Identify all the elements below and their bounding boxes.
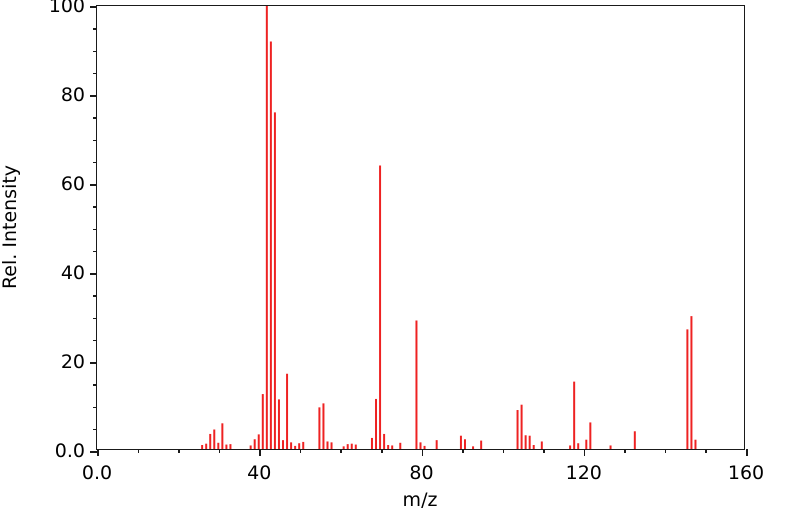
x-tick-major (746, 449, 748, 456)
y-tick-minor (93, 72, 97, 75)
x-tick-minor (340, 449, 342, 453)
y-tick-major (90, 362, 97, 364)
y-tick-minor (93, 117, 97, 119)
y-tick-major (90, 451, 97, 453)
x-tick-label: 0.0 (81, 462, 113, 484)
x-tick-minor (543, 449, 545, 453)
y-tick-minor (93, 339, 97, 342)
x-tick-minor (299, 449, 302, 453)
x-tick-minor (137, 449, 140, 453)
y-tick-label: 80 (60, 84, 85, 106)
y-tick-minor (93, 50, 97, 53)
y-tick-label: 60 (60, 173, 85, 195)
y-tick-minor (93, 295, 97, 297)
x-tick-minor (502, 449, 505, 453)
y-tick-minor (93, 406, 97, 409)
x-tick-label: 160 (727, 462, 765, 484)
y-axis-title: Rel. Intensity (0, 164, 21, 290)
y-tick-label: 100 (48, 0, 85, 17)
x-tick-minor (380, 449, 383, 453)
y-tick-minor (93, 428, 97, 431)
x-tick-major (259, 449, 261, 456)
y-tick-major (90, 273, 97, 275)
x-tick-label: 120 (565, 462, 602, 484)
y-tick-major (90, 95, 97, 97)
x-tick-minor (178, 449, 180, 453)
x-tick-major (421, 449, 424, 456)
y-tick-label: 40 (60, 262, 85, 284)
y-tick-minor (93, 139, 97, 142)
x-tick-minor (624, 449, 626, 453)
y-tick-minor (93, 317, 97, 320)
y-tick-minor (93, 228, 97, 231)
x-tick-minor (664, 449, 667, 453)
y-tick-minor (93, 250, 97, 253)
y-tick-minor (93, 161, 97, 164)
x-tick-minor (218, 449, 221, 453)
y-tick-minor (93, 384, 97, 386)
x-tick-minor (462, 449, 464, 453)
plot-area: 0.0 20 40 60 80 100 0.0 40 80 120 160 (49, 0, 764, 484)
x-axis-title: m/z (402, 489, 438, 511)
y-tick-label: 20 (60, 351, 85, 373)
y-tick-minor (93, 28, 97, 30)
x-tick-label: 80 (409, 462, 434, 484)
y-tick-major (90, 6, 97, 8)
y-tick-minor (93, 206, 97, 208)
x-tick-minor (705, 449, 708, 453)
x-tick-major (583, 449, 586, 456)
x-tick-label: 40 (247, 462, 272, 484)
y-tick-major (90, 184, 97, 186)
x-tick-major (97, 449, 99, 456)
y-tick-label: 0.0 (54, 440, 85, 462)
spectrum-peaks (201, 6, 697, 449)
